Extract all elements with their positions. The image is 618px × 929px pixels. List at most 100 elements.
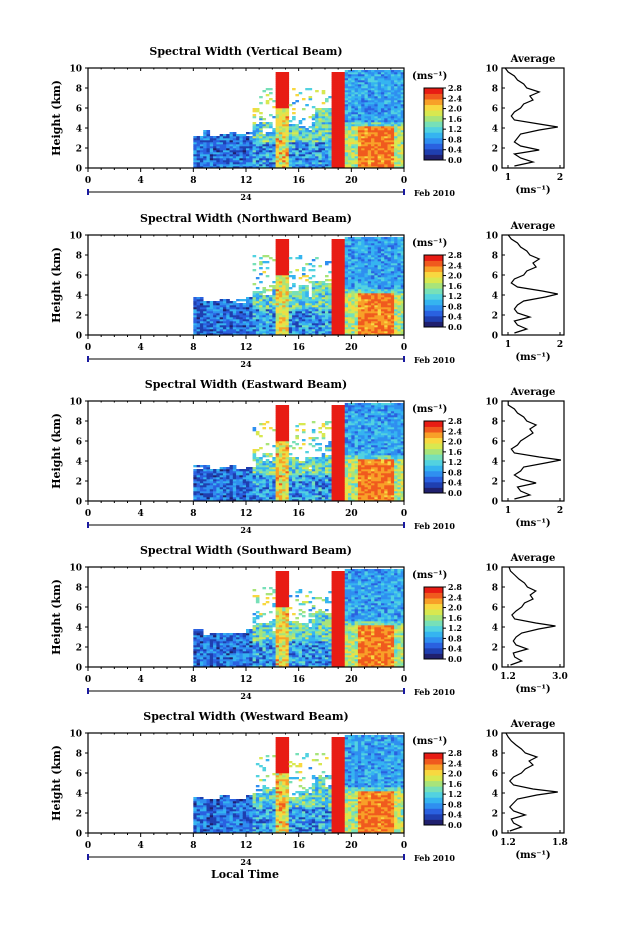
heatmap-cell — [321, 108, 326, 111]
heatmap-cell — [272, 305, 276, 308]
heatmap-cell — [213, 144, 217, 147]
colorbar-tick-label: 1.2 — [448, 291, 462, 301]
heatmap-cell — [351, 84, 355, 87]
heatmap-cell — [255, 307, 260, 310]
heatmap-cell — [295, 100, 299, 103]
heatmap-cell — [242, 479, 247, 482]
heatmap-cell — [199, 138, 204, 141]
heatmap-cell — [364, 116, 369, 119]
heatmap-cell — [292, 102, 296, 105]
heatmap-cell — [252, 487, 257, 490]
heatmap-cell — [341, 277, 346, 280]
heatmap-cell — [272, 162, 276, 165]
heatmap-cell — [265, 461, 270, 464]
heatmap-cell — [400, 118, 405, 121]
heatmap-cell — [196, 138, 201, 141]
heatmap-cell — [209, 331, 214, 334]
heatmap-cell — [348, 325, 352, 328]
heatmap-cell — [374, 267, 378, 270]
heatmap-cell — [371, 277, 375, 280]
heatmap-cell — [384, 92, 388, 95]
heatmap-cell — [249, 317, 253, 320]
heatmap-cell — [206, 132, 211, 135]
heatmap-cell — [262, 333, 267, 336]
heatmap-cell — [311, 297, 316, 300]
heatmap-cell — [348, 148, 352, 151]
heatmap-cell — [269, 487, 273, 490]
heatmap-cell — [341, 158, 346, 161]
heatmap-cell — [318, 162, 323, 165]
heatmap-cell — [259, 327, 263, 330]
heatmap-cell — [390, 247, 395, 250]
heatmap-cell — [331, 116, 336, 119]
heatmap-cell — [400, 86, 405, 89]
heatmap-cell — [400, 90, 405, 93]
heatmap-cell — [325, 295, 329, 298]
heatmap-cell — [351, 154, 355, 157]
heatmap-cell — [374, 76, 378, 79]
heatmap-cell — [285, 100, 290, 103]
heatmap-cell — [394, 116, 398, 119]
heatmap-cell — [361, 94, 365, 97]
heatmap-cell — [226, 156, 230, 159]
heatmap-cell — [193, 465, 197, 468]
heatmap-cell — [364, 329, 369, 332]
heatmap-cell — [397, 78, 402, 81]
heatmap-cell — [262, 160, 267, 163]
heatmap-cell — [377, 148, 382, 151]
heatmap-cell — [357, 116, 362, 119]
heatmap-cell — [387, 297, 392, 300]
heatmap-cell — [278, 283, 283, 286]
heatmap-cell — [331, 162, 336, 165]
heatmap-cell — [222, 499, 227, 502]
heatmap-cell — [394, 104, 398, 107]
heatmap-cell — [357, 317, 362, 320]
heatmap-cell — [351, 283, 355, 286]
colorbar-swatch — [424, 148, 443, 155]
heatmap-cell — [269, 497, 273, 500]
heatmap-cell — [331, 102, 336, 105]
heatmap-cell — [239, 477, 244, 480]
heatmap-cell — [239, 303, 244, 306]
heatmap-cell — [203, 319, 207, 322]
heatmap-cell — [259, 499, 263, 502]
heatmap-cell — [334, 110, 339, 113]
heatmap-cell — [400, 321, 405, 324]
heatmap-cell — [252, 323, 257, 326]
heatmap-cell — [246, 481, 250, 484]
heatmap-cell — [367, 158, 372, 161]
heatmap-cell — [298, 128, 303, 131]
heatmap-cell — [203, 491, 207, 494]
heatmap-cell — [331, 78, 336, 81]
heatmap-cell — [394, 297, 398, 300]
heatmap-cell — [255, 465, 260, 468]
heatmap-cell — [216, 317, 220, 320]
heatmap-cell — [348, 319, 352, 322]
heatmap-cell — [374, 249, 378, 252]
heatmap-cell — [229, 491, 234, 494]
heatmap-cell — [285, 160, 290, 163]
heatmap-cell — [390, 287, 395, 290]
heatmap-cell — [232, 331, 237, 334]
heatmap-cell — [232, 495, 237, 498]
heatmap-cell — [216, 469, 220, 472]
heatmap-cell — [242, 333, 247, 336]
heatmap-cell — [364, 124, 369, 127]
heatmap-cell — [341, 110, 346, 113]
heatmap-cell — [285, 319, 290, 322]
heatmap-cell — [374, 285, 378, 288]
heatmap-cell — [305, 279, 309, 282]
heatmap-cell — [367, 317, 372, 320]
heatmap-cell — [292, 311, 296, 314]
x-axis-label: Local Time — [211, 868, 279, 881]
heatmap-cell — [384, 142, 388, 145]
heatmap-cell — [262, 469, 267, 472]
heatmap-cell — [377, 239, 382, 242]
heatmap-cell — [311, 142, 316, 145]
heatmap-cell — [242, 475, 247, 478]
heatmap-cell — [400, 291, 405, 294]
heatmap-cell — [193, 164, 197, 167]
heatmap-cell — [232, 166, 237, 169]
heatmap-cell — [278, 88, 283, 91]
heatmap-cell — [209, 321, 214, 324]
